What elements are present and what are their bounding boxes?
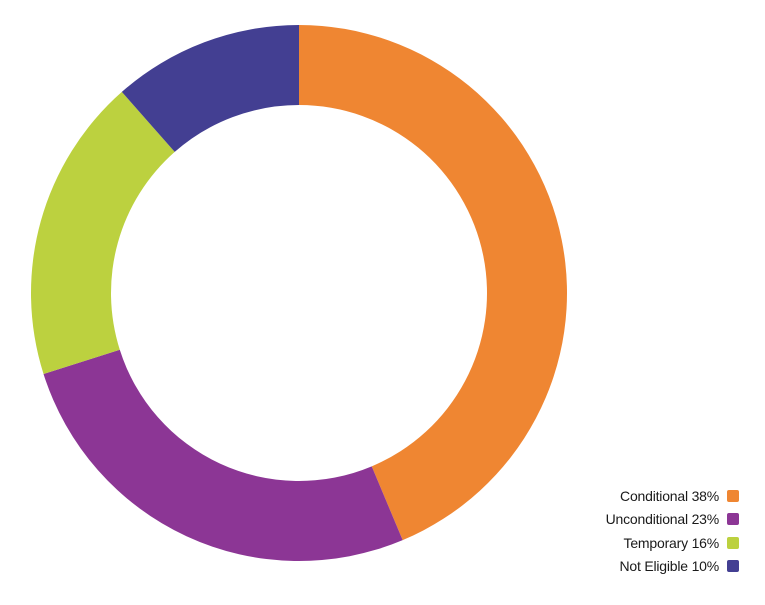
legend-label: Conditional 38% — [620, 487, 719, 504]
donut-slice-conditional — [299, 25, 568, 541]
legend-item-temporary: Temporary 16% — [606, 531, 739, 555]
legend-label: Unconditional 23% — [605, 511, 720, 528]
legend-swatch — [727, 513, 739, 526]
legend-item-not-eligible: Not Eligible 10% — [606, 555, 739, 579]
donut-slice-unconditional — [43, 349, 403, 561]
chart-legend: Conditional 38% Unconditional 23% Tempor… — [606, 484, 739, 578]
legend-swatch — [727, 560, 739, 573]
legend-item-unconditional: Unconditional 23% — [606, 508, 739, 532]
legend-swatch — [727, 489, 739, 502]
legend-item-conditional: Conditional 38% — [606, 484, 739, 508]
legend-label: Not Eligible 10% — [619, 558, 719, 575]
legend-label: Temporary 16% — [623, 534, 720, 551]
donut-slice-temporary — [31, 91, 175, 374]
legend-swatch — [727, 536, 739, 549]
donut-slice-not-eligible — [121, 24, 299, 152]
